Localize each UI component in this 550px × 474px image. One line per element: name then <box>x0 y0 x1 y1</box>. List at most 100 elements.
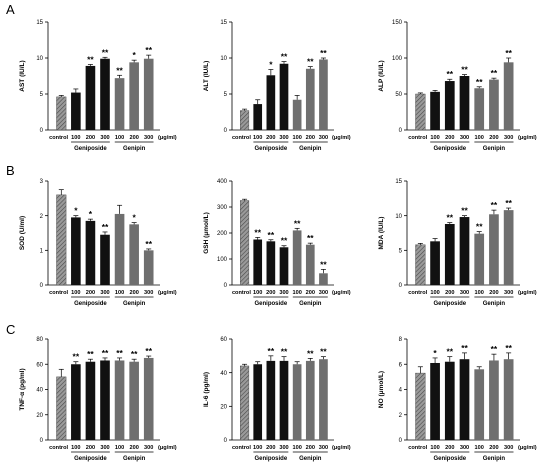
significance-label: ** <box>145 239 152 249</box>
y-tick-label: 400 <box>217 179 228 185</box>
y-tick-label: 50 <box>395 92 402 98</box>
group-label: Genipin <box>483 146 506 152</box>
bar <box>292 364 302 440</box>
group-label: Geniposide <box>255 301 288 307</box>
bar <box>430 241 440 285</box>
bar <box>56 376 67 441</box>
y-tick-label: 8 <box>399 337 403 343</box>
x-tick-label: 300 <box>144 135 153 141</box>
group-label: Geniposide <box>255 146 288 152</box>
group-label: Genipin <box>299 146 322 152</box>
y-tick-label: 150 <box>392 20 403 26</box>
x-tick-label: 300 <box>144 290 153 296</box>
bar <box>71 217 81 285</box>
bar <box>114 360 125 440</box>
significance-label: ** <box>116 348 123 358</box>
significance-label: ** <box>294 218 301 228</box>
significance-label: ** <box>73 352 80 362</box>
significance-label: ** <box>476 77 483 87</box>
bar <box>459 217 470 285</box>
x-tick-label: 200 <box>266 445 275 451</box>
x-tick-label: 200 <box>306 135 315 141</box>
significance-label: ** <box>268 230 275 240</box>
significance-label: ** <box>491 200 498 210</box>
bar <box>129 62 139 130</box>
y-tick-label: 0 <box>40 438 44 444</box>
y-axis-label: GSH (μmol/L) <box>203 212 210 254</box>
y-tick-label: 2 <box>40 214 44 220</box>
bar <box>305 360 315 440</box>
x-tick-label: 100 <box>115 135 124 141</box>
y-tick-label: 0 <box>224 283 228 289</box>
significance-label: ** <box>476 222 483 232</box>
x-tick-label: 100 <box>253 135 262 141</box>
x-tick-label: 200 <box>266 135 275 141</box>
bar <box>489 79 499 130</box>
bar <box>489 360 499 440</box>
x-tick-label: 300 <box>504 135 513 141</box>
x-tick-label: 300 <box>279 135 288 141</box>
x-tick-label: 300 <box>100 445 109 451</box>
x-tick-label: 100 <box>475 290 484 296</box>
panel-letter-a: A <box>6 2 15 17</box>
significance-label: ** <box>281 236 288 246</box>
bar <box>292 99 302 130</box>
y-tick-label: 0 <box>224 438 228 444</box>
significance-label: ** <box>505 343 512 353</box>
significance-label: ** <box>446 347 453 357</box>
significance-label: * <box>89 209 93 219</box>
bar <box>430 91 440 130</box>
y-axis-label: MDA (IU/L) <box>378 217 385 250</box>
y-tick-label: 60 <box>220 337 227 343</box>
x-tick-label: 200 <box>129 135 138 141</box>
y-tick-label: 20 <box>220 405 227 411</box>
y-tick-label: 20 <box>36 413 43 419</box>
x-tick-label: 300 <box>319 290 328 296</box>
significance-label: ** <box>505 48 512 58</box>
y-tick-label: 5 <box>399 249 403 255</box>
unit-label: (μg/ml) <box>332 290 351 296</box>
bar <box>279 63 289 131</box>
bar <box>129 361 139 440</box>
x-tick-label: 300 <box>100 290 109 296</box>
bar <box>503 210 514 285</box>
x-tick-label: 100 <box>292 290 301 296</box>
y-tick-label: 15 <box>395 179 402 185</box>
y-axis-label: TNF-α (pg/ml) <box>19 368 26 410</box>
significance-label: ** <box>281 347 288 357</box>
significance-label: ** <box>320 48 327 58</box>
bar <box>489 214 499 285</box>
group-label: Geniposide <box>74 146 107 152</box>
significance-label: * <box>269 60 273 70</box>
bar <box>266 75 276 130</box>
significance-label: * <box>132 213 136 223</box>
bar <box>253 104 263 130</box>
x-tick-label: 300 <box>144 445 153 451</box>
bar <box>143 58 154 130</box>
x-tick-label: control <box>232 290 251 296</box>
x-tick-label: 200 <box>86 445 95 451</box>
x-tick-label: 100 <box>71 290 80 296</box>
x-tick-label: 200 <box>306 445 315 451</box>
x-tick-label: 100 <box>475 135 484 141</box>
x-tick-label: 200 <box>489 290 498 296</box>
significance-label: ** <box>102 47 109 57</box>
bar <box>240 365 250 441</box>
x-tick-label: 200 <box>129 445 138 451</box>
x-tick-label: 200 <box>129 290 138 296</box>
x-tick-label: 300 <box>504 445 513 451</box>
x-tick-label: 100 <box>475 445 484 451</box>
x-tick-label: control <box>232 135 251 141</box>
significance-label: ** <box>491 68 498 78</box>
bar <box>85 220 96 285</box>
bar <box>56 194 67 286</box>
group-label: Geniposide <box>433 146 466 152</box>
y-tick-label: 60 <box>36 362 43 368</box>
bar <box>319 359 328 440</box>
y-tick-label: 40 <box>36 388 43 394</box>
significance-label: ** <box>446 69 453 79</box>
significance-label: ** <box>131 349 138 359</box>
bar <box>71 92 81 130</box>
